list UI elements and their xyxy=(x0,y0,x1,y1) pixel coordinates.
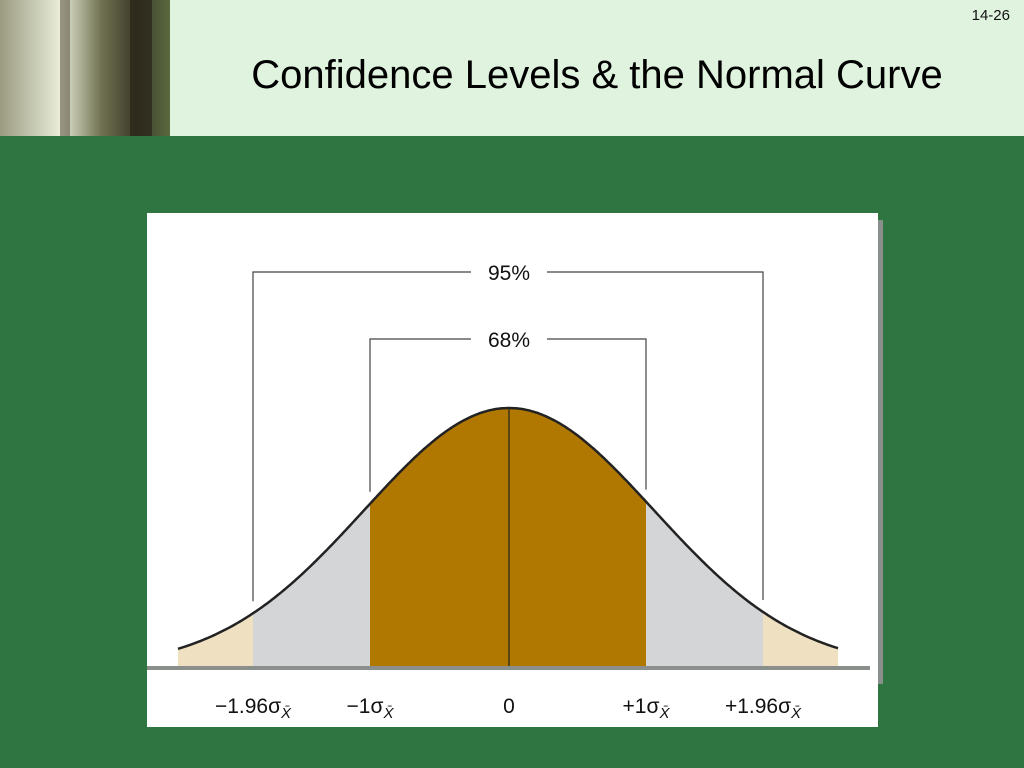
tree-trunk xyxy=(60,0,70,136)
bracket xyxy=(252,271,764,602)
curve xyxy=(177,406,839,650)
middle-region xyxy=(253,503,370,668)
center-region xyxy=(370,408,646,668)
tail-region xyxy=(763,611,838,668)
tree-trunk xyxy=(130,0,152,136)
axis-label-text: 0 xyxy=(503,695,515,718)
axis-label-text: −1σ xyxy=(347,695,384,718)
bracket-label: 68% xyxy=(488,329,530,352)
axis-label: −1σX̄ xyxy=(347,695,395,722)
bracket-label: 95% xyxy=(488,262,530,285)
header-band xyxy=(0,0,1024,136)
axis-label: 0 xyxy=(503,695,515,718)
axis-label-text: +1σ xyxy=(623,695,660,718)
axis-label-subscript: X̄ xyxy=(382,705,394,722)
axis-label-subscript: X̄ xyxy=(280,705,292,722)
axis-label: +1σX̄ xyxy=(623,695,671,722)
tail-region xyxy=(178,613,253,668)
axis-label-text: −1.96σ xyxy=(215,695,281,718)
axis-label-text: +1.96σ xyxy=(725,695,791,718)
axis-label: −1.96σX̄ xyxy=(215,695,292,722)
axis-label-subscript: X̄ xyxy=(658,705,670,722)
slide-number: 14-26 xyxy=(972,7,1010,24)
bracket xyxy=(369,338,647,492)
middle-region xyxy=(646,501,763,668)
axis-label: +1.96σX̄ xyxy=(725,695,802,722)
slide-title: Confidence Levels & the Normal Curve xyxy=(251,53,942,97)
axis-label-subscript: X̄ xyxy=(790,705,802,722)
normal-curve: 95%68%−1.96σX̄ −1σX̄ 0 +1σX̄ +1.96σX̄ xyxy=(147,262,870,722)
